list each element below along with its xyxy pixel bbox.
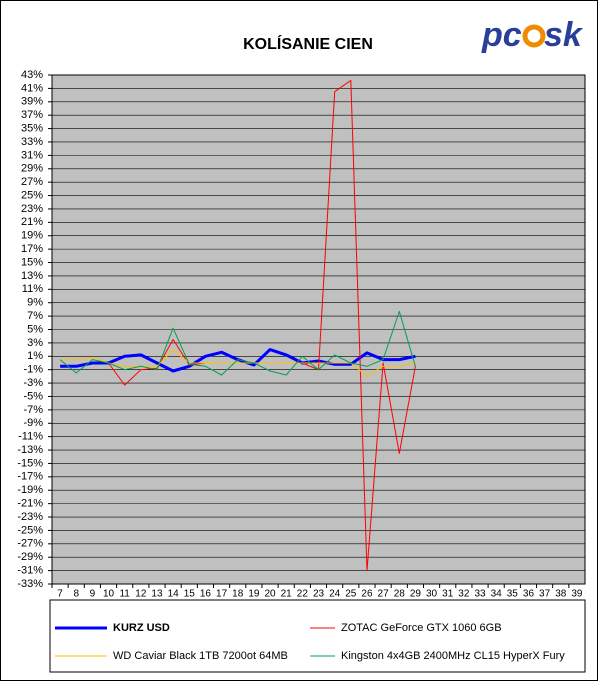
x-tick-label: 7 [57, 589, 63, 600]
series-line [59, 310, 416, 376]
x-tick-label: 12 [135, 589, 147, 600]
x-tick-label: 21 [281, 589, 293, 600]
y-tick-label: 17% [21, 243, 43, 255]
y-tick-label: -11% [18, 431, 43, 443]
y-tick-label: -9% [23, 417, 43, 429]
y-tick-label: -7% [23, 404, 43, 416]
x-tick-label: 10 [103, 589, 115, 600]
x-tick-label: 20 [264, 589, 276, 600]
x-tick-label: 36 [523, 589, 535, 600]
y-tick-label: -3% [23, 377, 43, 389]
y-tick-label: -27% [17, 538, 43, 550]
y-tick-label: 33% [21, 136, 43, 148]
y-tick-label: 41% [21, 82, 43, 94]
y-tick-label: 39% [21, 96, 43, 108]
x-tick-label: 31 [442, 589, 454, 600]
y-tick-label: 13% [21, 270, 43, 282]
x-tick-label: 32 [458, 589, 470, 600]
legend [49, 599, 586, 673]
logo-flame [522, 24, 546, 48]
y-tick-label: -13% [17, 444, 43, 456]
y-tick-label: 29% [21, 163, 43, 175]
y-tick-label: 21% [21, 216, 43, 228]
x-tick-label: 17 [216, 589, 228, 600]
series-line [60, 349, 416, 377]
x-tick-label: 11 [119, 589, 130, 600]
x-tick-label: 35 [507, 589, 519, 600]
legend-label: ZOTAC GeForce GTX 1060 6GB [341, 622, 502, 634]
y-tick-label: -33% [17, 578, 43, 590]
y-tick-label: -15% [17, 457, 43, 469]
x-tick-label: 27 [378, 589, 390, 600]
x-tick-label: 13 [151, 589, 163, 600]
y-tick-label: 7% [27, 310, 43, 322]
x-tick-label: 30 [426, 589, 438, 600]
x-tick-label: 33 [474, 589, 486, 600]
y-tick-label: -29% [17, 551, 43, 563]
x-tick-label: 37 [539, 589, 551, 600]
y-tick-label: 35% [21, 122, 43, 134]
y-tick-label: -17% [17, 471, 43, 483]
x-tick-label: 25 [345, 589, 357, 600]
x-tick-label: 16 [200, 589, 212, 600]
y-tick-label: 1% [27, 350, 43, 362]
y-tick-label: 31% [21, 149, 43, 161]
logo-text: pc [481, 16, 522, 54]
x-tick-label: 22 [297, 589, 309, 600]
y-tick-label: 11% [22, 283, 43, 295]
legend-label: WD Caviar Black 1TB 7200ot 64MB [113, 650, 288, 662]
y-tick-label: 23% [21, 203, 43, 215]
y-tick-label: -19% [17, 484, 43, 496]
legend-label: Kingston 4x4GB 2400MHz CL15 HyperX Fury [341, 650, 565, 662]
y-tick-label: 3% [27, 337, 43, 349]
y-tick-label: -21% [17, 498, 43, 510]
x-tick-label: 26 [361, 589, 373, 600]
x-tick-label: 14 [168, 589, 180, 600]
y-tick-label: -23% [17, 511, 43, 523]
y-tick-label: -1% [23, 364, 43, 376]
x-tick-label: 28 [394, 589, 406, 600]
x-tick-label: 9 [90, 589, 96, 600]
x-tick-label: 15 [184, 589, 196, 600]
x-tick-label: 18 [232, 589, 244, 600]
x-tick-label: 24 [329, 589, 341, 600]
x-tick-label: 39 [571, 589, 583, 600]
y-tick-label: 5% [27, 323, 43, 335]
y-tick-label: -25% [17, 524, 43, 536]
y-tick-label: 9% [27, 297, 43, 309]
x-tick-label: 23 [313, 589, 325, 600]
x-tick-label: 34 [491, 589, 503, 600]
y-tick-label: 27% [21, 176, 43, 188]
logo-text: sk [544, 16, 584, 54]
chart-title: KOLÍSANIE CIEN [243, 34, 373, 53]
legend-label: KURZ USD [113, 622, 170, 634]
y-tick-label: 25% [21, 189, 43, 201]
y-tick-label: -5% [23, 390, 43, 402]
x-tick-label: 38 [555, 589, 567, 600]
y-tick-label: 19% [21, 230, 43, 242]
y-tick-label: -31% [17, 565, 43, 577]
x-tick-label: 19 [248, 589, 260, 600]
x-tick-label: 8 [73, 589, 79, 600]
logo: pc sk [481, 16, 584, 54]
x-tick-label: 29 [410, 589, 422, 600]
y-tick-label: 37% [21, 109, 43, 121]
y-tick-label: 15% [21, 256, 43, 268]
y-tick-label: 43% [21, 69, 43, 81]
